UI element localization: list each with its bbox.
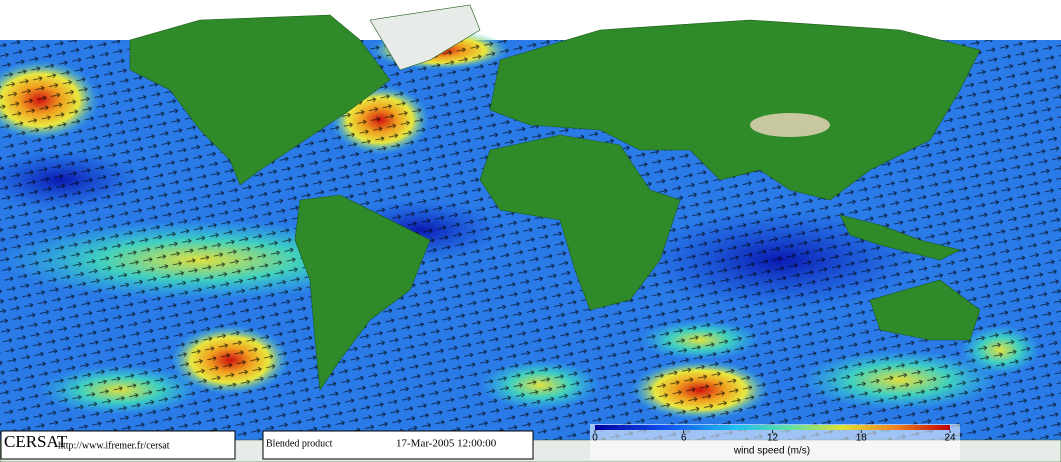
greenland: [369, 4, 481, 71]
colorbar-tick-label: 18: [856, 433, 868, 444]
africa: [479, 134, 681, 311]
colorbar-tick-label: 24: [944, 433, 956, 444]
north-america: [129, 14, 391, 186]
australia: [869, 279, 981, 341]
colorbar-label: wind speed (m/s): [733, 446, 810, 457]
footer: CERSAT http://www.ifremer.fr/cersat Blen…: [0, 424, 960, 460]
date: 17-Mar-2005 12:00:00: [396, 438, 497, 450]
product: Blended product: [266, 438, 333, 449]
colorbar-tick-label: 0: [592, 433, 598, 444]
product-box: [262, 430, 534, 460]
colorbar-tick-label: 6: [681, 433, 687, 444]
indonesia: [839, 214, 961, 261]
logo: CERSAT: [4, 432, 68, 451]
south-america: [294, 194, 431, 391]
url: http://www.ifremer.fr/cersat: [58, 440, 170, 451]
eurasia: [489, 19, 981, 201]
colorbar-ticks: 0 6 12 18 24: [592, 430, 956, 444]
tibet-plateau: [750, 113, 830, 137]
colorbar: [595, 425, 950, 430]
colorbar-tick-label: 12: [767, 433, 779, 444]
logo-box: [0, 430, 236, 460]
